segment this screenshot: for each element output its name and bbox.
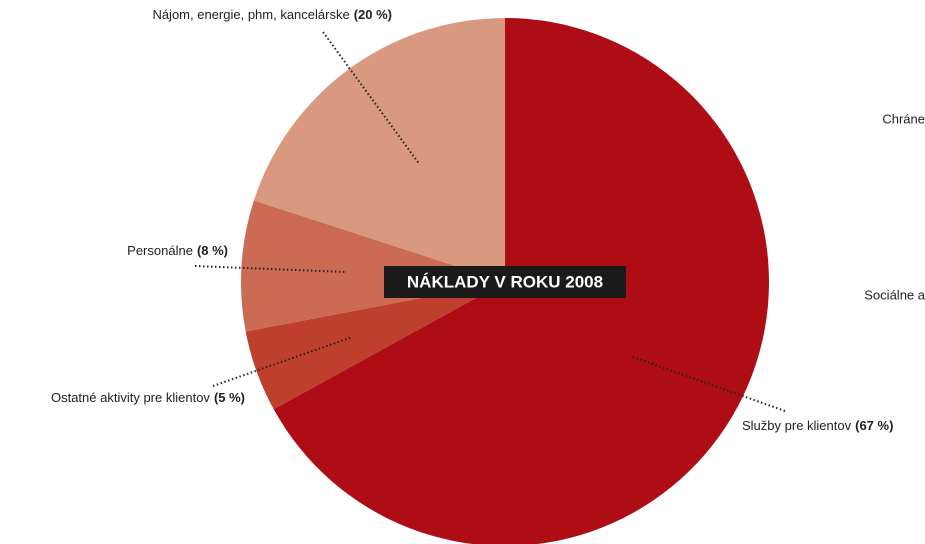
labels: Služby pre klientov (67 %) Ostatné aktivit… xyxy=(51,7,893,433)
value-label: (5 %) xyxy=(214,390,245,405)
leader-line xyxy=(194,265,347,274)
annotation: Sociálne a xyxy=(864,287,925,302)
slice-label: Personálne (8 %) xyxy=(127,243,228,258)
slice-label: Služby pre klientov (67 %) xyxy=(742,418,893,433)
annotation: Chráne xyxy=(882,111,925,126)
leader-line xyxy=(322,31,421,166)
chart-title: NÁKLADY V ROKU 2008 xyxy=(407,272,603,291)
leader-line xyxy=(212,336,352,387)
category-label: Personálne xyxy=(127,243,193,258)
slice-label: Nájom, energie, phm, kancelárske (20 %) xyxy=(152,7,392,22)
slice-label: Ostatné aktivity pre klientov (5 %) xyxy=(51,390,245,405)
value-label: (8 %) xyxy=(197,243,228,258)
leader-line xyxy=(629,354,786,412)
category-label: Služby pre klientov xyxy=(742,418,852,433)
value-label: (20 %) xyxy=(354,7,392,22)
pie-slice xyxy=(253,18,505,282)
title-box xyxy=(384,266,626,298)
value-label: (67 %) xyxy=(855,418,893,433)
pie-slice xyxy=(241,200,505,332)
category-label: Nájom, energie, phm, kancelárske xyxy=(152,7,349,22)
category-label: Ostatné aktivity pre klientov xyxy=(51,390,210,405)
pie-slice xyxy=(245,282,506,410)
